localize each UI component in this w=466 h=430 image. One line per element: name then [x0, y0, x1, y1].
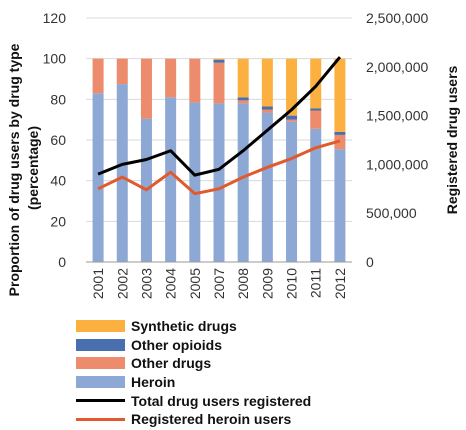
legend-item-registered-heroin-users: Registered heroin users [76, 410, 311, 429]
bar-heroin-2004 [165, 97, 177, 262]
bar-other-drugs-2009 [261, 109, 273, 113]
bar-other-drugs-2011 [310, 110, 322, 129]
left-tick-40: 40 [50, 173, 66, 189]
bar-heroin-2009 [261, 112, 273, 262]
left-axis-title-line-2: (percentage) [25, 126, 41, 210]
right-tick-0: 0 [366, 254, 374, 270]
legend-swatch-heroin [76, 376, 125, 389]
bar-heroin-2011 [310, 128, 322, 262]
bar-synthetic-drugs-2012 [334, 58, 346, 132]
bar-synthetic-drugs-2011 [310, 58, 322, 109]
legend-label-registered-heroin-users: Registered heroin users [131, 411, 292, 428]
x-tick-2011: 2011 [308, 268, 324, 298]
left-tick-120: 120 [43, 10, 67, 26]
line-total-drug-users-registered [97, 56, 342, 177]
x-tick-2004: 2004 [163, 268, 179, 299]
legend-label-heroin: Heroin [131, 374, 176, 391]
left-axis-title: Proportion of drug users by drug type (p… [6, 40, 41, 297]
left-axis-ticks: 0 20 40 60 80 100 120 [43, 10, 67, 270]
legend-item-other-drugs: Other drugs [76, 354, 311, 373]
bar-heroin-2008 [237, 103, 249, 263]
legend-item-other-opioids: Other opioids [76, 336, 311, 355]
x-tick-2001: 2001 [90, 268, 106, 299]
line-registered-heroin-users [97, 139, 341, 196]
bar-other-opioids-2009 [261, 106, 273, 110]
legend-label-synthetic-drugs: Synthetic drugs [131, 318, 237, 335]
x-tick-2010: 2010 [284, 268, 300, 299]
legend-label-other-drugs: Other drugs [131, 355, 212, 372]
bar-other-opioids-2007 [213, 59, 225, 63]
right-tick-500000: 500,000 [366, 205, 417, 221]
bar-synthetic-drugs-2009 [261, 58, 273, 107]
x-axis-ticks: 2001 2002 2003 2004 2005 2007 2008 2009 2010 2011… [90, 268, 348, 299]
legend-swatch-other-opioids [76, 338, 125, 351]
left-tick-80: 80 [50, 91, 66, 107]
bar-other-drugs-2005 [189, 58, 201, 103]
right-tick-1000000: 1,000,000 [366, 156, 428, 172]
bar-other-opioids-2008 [237, 97, 249, 101]
legend-label-total-drug-users: Total drug users registered [131, 392, 312, 409]
bar-other-drugs-2002 [116, 58, 128, 85]
right-tick-2500000: 2,500,000 [366, 10, 428, 26]
x-tick-2007: 2007 [211, 268, 227, 299]
bar-heroin-2012 [334, 149, 346, 262]
legend-item-synthetic-drugs: Synthetic drugs [76, 317, 311, 336]
bar-heroin-2007 [213, 103, 225, 263]
legend-item-total-drug-users: Total drug users registered [76, 391, 311, 410]
bar-other-opioids-2012 [334, 131, 346, 135]
x-tick-2008: 2008 [235, 268, 251, 299]
bar-heroin-2002 [116, 84, 128, 262]
left-axis-title-line-1: Proportion of drug users by drug type [6, 43, 22, 296]
bar-synthetic-drugs-2010 [286, 58, 298, 116]
bar-other-drugs-2001 [92, 58, 104, 94]
bar-synthetic-drugs-2007 [213, 58, 225, 60]
bar-heroin-2010 [286, 121, 298, 262]
left-tick-0: 0 [58, 254, 66, 270]
left-tick-100: 100 [43, 51, 67, 67]
x-tick-2009: 2009 [259, 268, 275, 299]
x-tick-2002: 2002 [114, 268, 130, 299]
right-axis-ticks: 0 500,000 1,000,000 1,500,000 2,000,000 2,500… [366, 10, 428, 270]
right-axis-title: Registered drug users [444, 65, 460, 214]
bar-other-drugs-2008 [237, 100, 249, 104]
legend-item-heroin: Heroin [76, 373, 311, 392]
right-tick-2000000: 2,000,000 [366, 59, 428, 75]
legend-line-registered-heroin-users [76, 417, 125, 421]
x-tick-2003: 2003 [138, 268, 154, 299]
bar-other-opioids-2011 [310, 108, 322, 111]
legend-swatch-synthetic-drugs [76, 320, 125, 333]
legend: Synthetic drugs Other opioids Other drug… [76, 317, 311, 429]
bar-heroin-2001 [92, 93, 104, 262]
left-tick-60: 60 [50, 132, 66, 148]
x-tick-2005: 2005 [187, 268, 203, 299]
bar-other-drugs-2004 [165, 58, 177, 98]
bar-heroin-2005 [189, 102, 201, 262]
bar-stacks [92, 58, 346, 263]
legend-swatch-other-drugs [76, 357, 125, 370]
legend-label-other-opioids: Other opioids [131, 336, 222, 353]
bar-other-drugs-2003 [140, 58, 152, 119]
right-tick-1500000: 1,500,000 [366, 108, 428, 124]
legend-line-total-drug-users [76, 399, 125, 403]
series-lines [97, 56, 342, 196]
left-tick-20: 20 [50, 213, 66, 229]
x-tick-2012: 2012 [332, 268, 348, 299]
bar-other-drugs-2010 [286, 119, 298, 122]
bar-other-drugs-2007 [213, 62, 225, 104]
bar-other-opioids-2010 [286, 115, 298, 120]
bar-synthetic-drugs-2008 [237, 58, 249, 98]
